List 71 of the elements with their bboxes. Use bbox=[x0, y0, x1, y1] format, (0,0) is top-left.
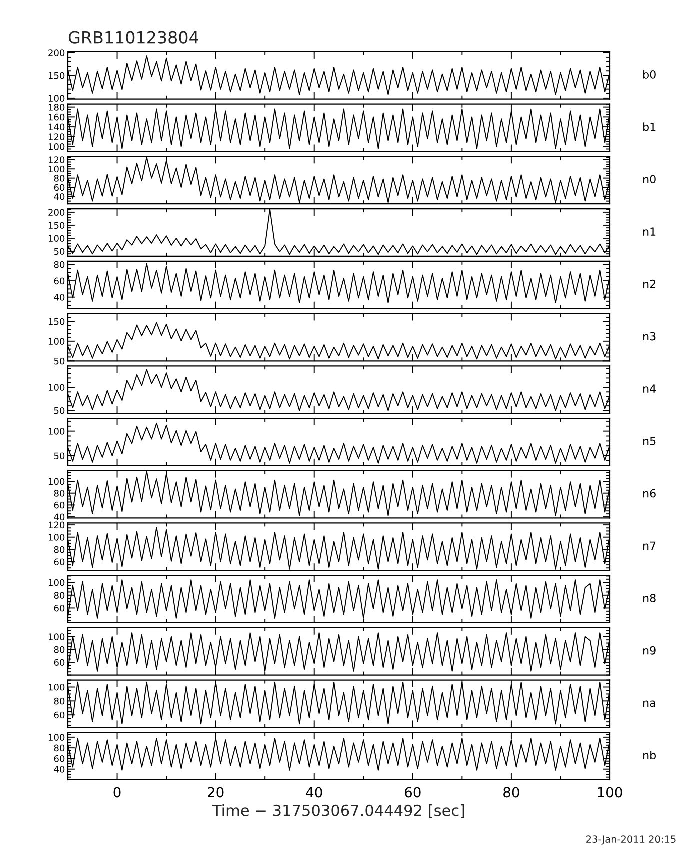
y-tick-label: 80 bbox=[54, 546, 65, 554]
y-tick-label: 180 bbox=[48, 104, 65, 111]
y-tick-label: 60 bbox=[54, 184, 65, 192]
y-tick-label: 120 bbox=[48, 156, 65, 164]
y-tick-label: 200 bbox=[48, 209, 65, 216]
x-tick-label: 40 bbox=[306, 787, 322, 798]
y-tick-label: 100 bbox=[48, 734, 65, 741]
y-tick-label: 80 bbox=[54, 175, 65, 182]
y-tick-label: 60 bbox=[54, 604, 65, 612]
y-tick-label: 100 bbox=[48, 684, 65, 691]
x-tick-label: 60 bbox=[405, 787, 421, 798]
y-tick-label: 120 bbox=[48, 522, 65, 529]
text: b0 bbox=[644, 70, 656, 79]
y-tick-label: 50 bbox=[54, 248, 65, 256]
y-tick-label: 100 bbox=[48, 144, 65, 150]
y-tick-label: 60 bbox=[54, 659, 65, 666]
text: n6 bbox=[644, 489, 656, 498]
y-tick-label: 100 bbox=[48, 166, 65, 173]
x-tick-label: 80 bbox=[504, 787, 520, 798]
text: n1 bbox=[644, 228, 656, 236]
y-tick-label: 100 bbox=[48, 634, 65, 640]
chart-title: GRB110123804 bbox=[68, 31, 198, 44]
y-tick-label: 100 bbox=[48, 579, 65, 586]
x-tick-label: 0 bbox=[114, 787, 121, 798]
y-tick-label: 80 bbox=[54, 592, 65, 599]
y-tick-label: 80 bbox=[54, 261, 65, 268]
y-tick-label: 40 bbox=[54, 766, 65, 773]
y-tick-label: 50 bbox=[54, 452, 65, 460]
y-tick-label: 100 bbox=[48, 384, 65, 392]
text: n4 bbox=[644, 384, 656, 393]
y-tick-label: 150 bbox=[48, 318, 65, 326]
text: n2 bbox=[644, 280, 656, 288]
text: n0 bbox=[644, 175, 656, 184]
text: n9 bbox=[644, 646, 656, 655]
y-tick-label: 60 bbox=[54, 278, 65, 285]
text: n8 bbox=[644, 594, 656, 602]
y-tick-label: 120 bbox=[48, 134, 65, 140]
y-tick-label: 50 bbox=[54, 358, 65, 365]
y-tick-label: 100 bbox=[48, 338, 65, 345]
text: b1 bbox=[644, 122, 656, 132]
x-tick-label: 100 bbox=[598, 787, 622, 798]
y-tick-label: 160 bbox=[48, 114, 65, 121]
y-tick-label: 200 bbox=[48, 50, 65, 56]
y-tick-label: 40 bbox=[54, 514, 65, 521]
y-tick-label: 100 bbox=[48, 428, 65, 435]
y-tick-label: 150 bbox=[48, 222, 65, 230]
text: n3 bbox=[644, 332, 656, 341]
y-tick-label: 60 bbox=[54, 502, 65, 509]
text: n5 bbox=[644, 437, 656, 446]
y-tick-label: 40 bbox=[54, 294, 65, 301]
y-tick-label: 60 bbox=[54, 712, 65, 719]
y-tick-label: 100 bbox=[48, 478, 65, 486]
y-tick-label: 100 bbox=[48, 534, 65, 541]
text: n7 bbox=[644, 542, 656, 550]
text: nb bbox=[644, 750, 656, 760]
y-tick-label: 150 bbox=[48, 72, 65, 80]
y-tick-label: 100 bbox=[48, 95, 65, 102]
x-axis-title: Time − 317503067.044492 [sec] bbox=[212, 804, 464, 818]
y-tick-label: 40 bbox=[54, 193, 65, 200]
text: na bbox=[644, 700, 656, 708]
y-tick-label: 100 bbox=[48, 235, 65, 242]
y-tick-label: 80 bbox=[54, 646, 65, 654]
y-tick-label: 50 bbox=[54, 407, 65, 414]
text: 23-Jan-2011 20:15 bbox=[586, 836, 676, 845]
y-tick-label: 60 bbox=[54, 755, 65, 762]
y-tick-label: 80 bbox=[54, 490, 65, 497]
y-tick-label: 140 bbox=[48, 124, 65, 131]
y-tick-label: 80 bbox=[54, 698, 65, 705]
y-tick-label: 80 bbox=[54, 744, 65, 752]
x-tick-label: 20 bbox=[208, 787, 224, 798]
y-tick-label: 60 bbox=[54, 558, 65, 566]
